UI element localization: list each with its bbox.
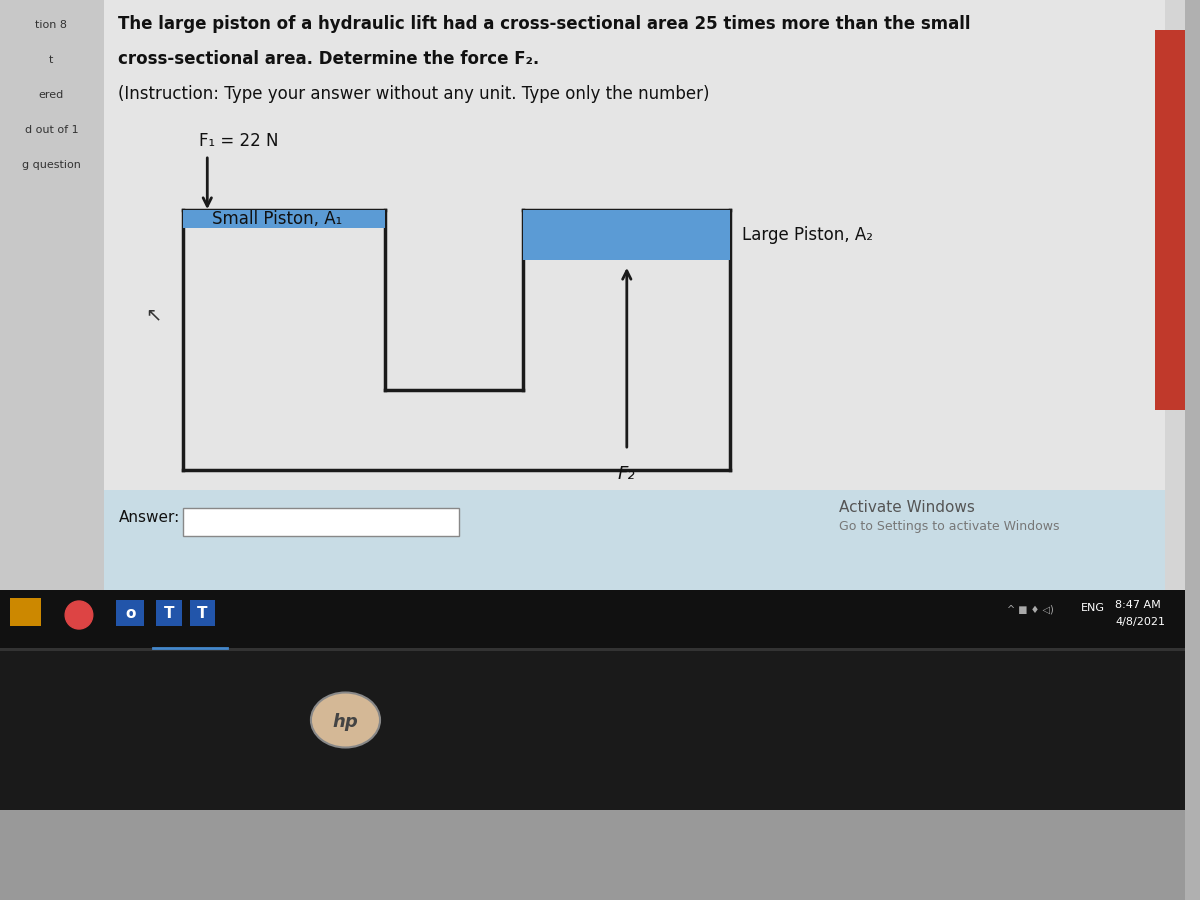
Text: o: o (125, 607, 136, 622)
Bar (0, 810, 1184, 900)
Text: cross-sectional area. Determine the force F₂.: cross-sectional area. Determine the forc… (119, 50, 540, 68)
Bar (523, 210, 731, 260)
Text: ^ ■ ♦ ◁): ^ ■ ♦ ◁) (1007, 605, 1054, 615)
Text: Go to Settings to activate Windows: Go to Settings to activate Windows (839, 520, 1060, 533)
Circle shape (65, 601, 92, 629)
Text: tion 8: tion 8 (35, 20, 67, 30)
Text: ↖: ↖ (145, 305, 161, 325)
Bar (103, 0, 1165, 590)
Text: T: T (197, 607, 208, 622)
Text: F₁ = 22 N: F₁ = 22 N (199, 132, 278, 150)
Text: F₂: F₂ (618, 465, 636, 483)
Bar (0, 590, 1184, 900)
Bar (182, 210, 385, 228)
Bar (116, 600, 144, 626)
Text: Large Piston, A₂: Large Piston, A₂ (743, 226, 874, 244)
Bar (1154, 30, 1184, 410)
Bar (0, 648, 1184, 651)
Text: 8:47 AM: 8:47 AM (1116, 600, 1162, 610)
Bar (0, 0, 103, 590)
Text: Answer:: Answer: (119, 510, 180, 525)
Text: T: T (163, 607, 174, 622)
Bar (0, 590, 1184, 650)
Ellipse shape (311, 692, 380, 748)
Text: ENG: ENG (1081, 603, 1105, 613)
Bar (182, 508, 458, 536)
Text: t: t (49, 55, 54, 65)
Bar (0, 0, 1184, 590)
Text: g question: g question (22, 160, 80, 170)
Text: Small Piston, A₁: Small Piston, A₁ (212, 210, 342, 228)
Text: Activate Windows: Activate Windows (839, 500, 974, 515)
Bar (156, 600, 181, 626)
Bar (103, 490, 1165, 590)
Text: ered: ered (38, 90, 64, 100)
Bar (10, 598, 42, 626)
Text: d out of 1: d out of 1 (24, 125, 78, 135)
Text: (Instruction: Type your answer without any unit. Type only the number): (Instruction: Type your answer without a… (119, 85, 710, 103)
Text: hp: hp (332, 713, 359, 731)
Bar (190, 600, 215, 626)
Text: 4/8/2021: 4/8/2021 (1116, 617, 1165, 627)
Text: The large piston of a hydraulic lift had a cross-sectional area 25 times more th: The large piston of a hydraulic lift had… (119, 15, 971, 33)
